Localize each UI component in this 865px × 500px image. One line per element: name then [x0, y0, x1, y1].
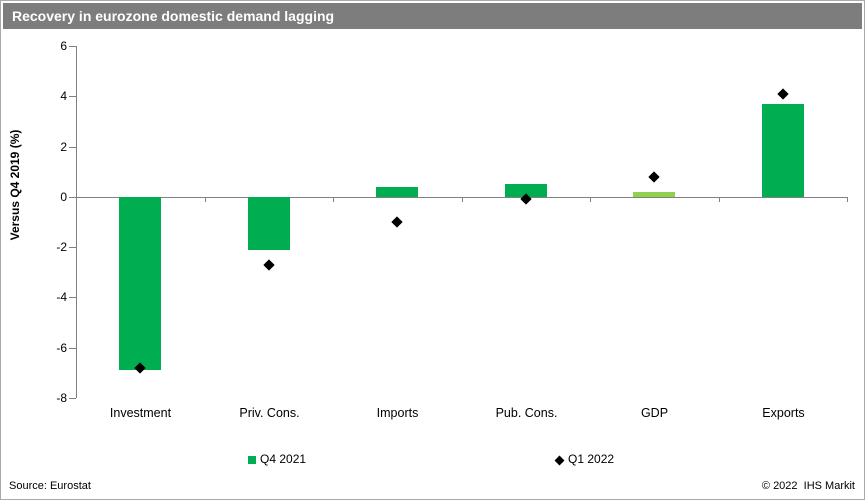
y-axis-tick-label: 0 — [60, 190, 67, 204]
x-axis-label-exports: Exports — [762, 406, 805, 420]
legend-label-q4-2021: Q4 2021 — [260, 452, 307, 466]
bar-pub-cons — [505, 184, 547, 197]
y-axis-tick — [69, 197, 76, 198]
y-axis-tick — [69, 96, 76, 97]
y-axis-tick-label: 4 — [60, 89, 67, 103]
y-axis-tick-label: -2 — [56, 240, 67, 254]
y-axis-line — [76, 46, 77, 398]
legend-diamond-icon — [554, 455, 565, 466]
legend-item-q4-2021: Q4 2021 — [248, 452, 306, 466]
x-axis-tick — [462, 197, 463, 202]
zero-baseline — [76, 197, 847, 198]
y-axis-tick-label: -6 — [56, 341, 67, 355]
x-axis-label-gdp: GDP — [640, 406, 669, 420]
marker-priv-cons — [263, 259, 275, 271]
x-axis-tick — [590, 197, 591, 202]
y-axis-tick-label: 6 — [60, 39, 67, 53]
legend-label-q1-2022: Q1 2022 — [568, 452, 615, 466]
bar-investment — [119, 197, 161, 370]
x-axis-label-priv-cons: Priv. Cons. — [239, 406, 300, 420]
y-axis-tick-label: 2 — [60, 140, 67, 154]
x-axis-tick — [333, 197, 334, 202]
x-axis-tick — [205, 197, 206, 202]
bar-imports — [376, 187, 418, 197]
y-axis-tick-label: -8 — [56, 391, 67, 405]
y-axis-tick — [69, 147, 76, 148]
y-axis-tick-label: -4 — [56, 290, 67, 304]
copyright-note: © 2022 IHS Markit — [761, 480, 855, 492]
chart-title: Recovery in eurozone domestic demand lag… — [12, 8, 335, 24]
chart-title-bar: Recovery in eurozone domestic demand lag… — [3, 3, 862, 29]
x-axis-tick — [847, 197, 848, 202]
y-axis-tick — [69, 348, 76, 349]
bar-gdp — [633, 192, 675, 197]
x-axis-label-pub-cons: Pub. Cons. — [495, 406, 558, 420]
marker-imports — [391, 216, 403, 228]
bar-exports — [762, 104, 804, 197]
y-axis-tick — [69, 46, 76, 47]
x-axis-label-investment: Investment — [109, 406, 172, 420]
y-axis-title: Versus Q4 2019 (%) — [8, 129, 22, 241]
source-note: Source: Eurostat — [9, 480, 91, 492]
y-axis-tick — [69, 297, 76, 298]
legend-square-icon — [248, 456, 256, 464]
x-axis-label-imports: Imports — [376, 406, 419, 420]
legend-item-q1-2022: Q1 2022 — [554, 452, 615, 466]
y-axis-tick — [69, 398, 76, 399]
x-axis-tick — [719, 197, 720, 202]
y-axis-tick — [69, 247, 76, 248]
marker-exports — [777, 88, 789, 100]
marker-gdp — [648, 171, 660, 183]
bar-priv-cons — [248, 197, 290, 250]
